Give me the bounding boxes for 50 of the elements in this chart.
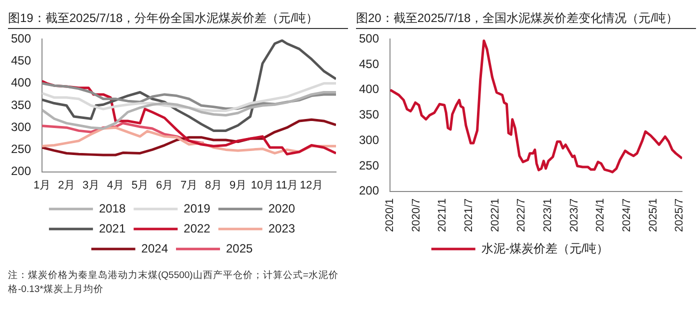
x-tick-label: 2022/1	[489, 198, 502, 232]
legend-label: 2024	[141, 241, 168, 256]
legend-label: 2020	[268, 201, 296, 216]
legend-label: 2019	[184, 201, 211, 216]
x-tick-label: 2020/1	[384, 198, 396, 232]
y-tick-label: 350	[10, 98, 32, 112]
x-tick-label: 5月	[131, 179, 149, 192]
x-tick-label: 2023/7	[568, 198, 580, 232]
legend-label: 2023	[268, 221, 296, 236]
chart-title: 图19：截至2025/7/18，分年份全国水泥煤炭价差（元/吨）	[8, 8, 348, 29]
legend-label: 2025	[226, 241, 254, 256]
x-tick-label: 1月	[33, 179, 51, 192]
legend-label: 2018	[98, 201, 126, 216]
x-tick-label: 10月	[250, 179, 274, 192]
y-tick-label: 300	[358, 132, 380, 147]
x-tick-label: 2021/1	[436, 198, 449, 232]
x-tick-label: 4月	[106, 179, 124, 192]
y-tick-label: 500	[358, 32, 380, 46]
x-tick-label: 2023/1	[542, 198, 554, 232]
x-tick-label: 7月	[180, 179, 198, 192]
y-tick-label: 500	[10, 32, 32, 46]
x-tick-label: 12月	[300, 179, 324, 192]
y-tick-label: 200	[10, 164, 32, 178]
x-tick-label: 2024/1	[594, 198, 607, 232]
x-tick-label: 2021/7	[463, 198, 476, 232]
legend-label: 2021	[98, 221, 126, 236]
y-tick-label: 200	[358, 184, 380, 198]
y-tick-label: 300	[10, 120, 32, 134]
x-tick-label: 2022/7	[516, 198, 528, 232]
legend-label: 2022	[184, 221, 211, 236]
x-tick-label: 2月	[58, 179, 76, 192]
x-tick-label: 2025/1	[647, 198, 660, 232]
x-tick-label: 6月	[156, 179, 174, 192]
chart-title: 图20：截至2025/7/18，全国水泥煤炭价差变化情况（元/吨）	[356, 8, 696, 29]
x-tick-label: 8月	[204, 179, 222, 192]
y-tick-label: 350	[358, 108, 380, 122]
x-tick-label: 2025/7	[674, 198, 686, 232]
x-tick-label: 2024/7	[621, 198, 634, 232]
x-tick-label: 9月	[229, 179, 247, 192]
y-tick-label: 450	[10, 54, 32, 68]
y-tick-label: 250	[358, 158, 380, 172]
x-tick-label: 11月	[276, 179, 298, 192]
y-tick-label: 450	[358, 56, 380, 71]
y-tick-label: 400	[10, 76, 32, 90]
x-tick-label: 2020/7	[410, 198, 422, 232]
legend-label: 水泥-煤炭价差（元/吨）	[481, 241, 609, 256]
x-tick-label: 3月	[82, 179, 100, 192]
y-tick-label: 250	[10, 142, 32, 156]
text: 注：煤炭价格为秦皇岛港动力末煤(Q5500)山西产平仓价；计算公式=水泥价格-0.13*煤炭上月均价	[8, 269, 340, 297]
y-tick-label: 400	[358, 82, 380, 96]
